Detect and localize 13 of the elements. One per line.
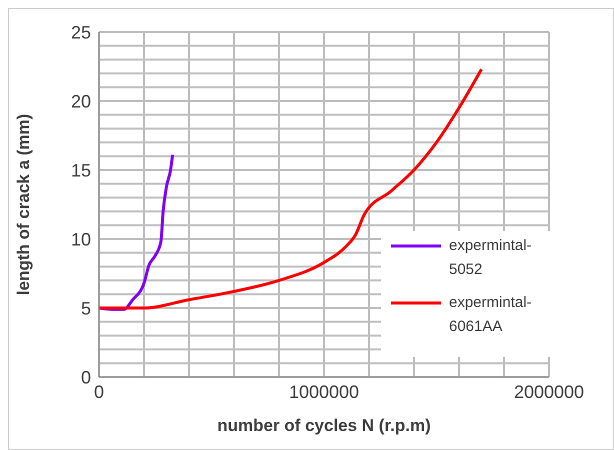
- y-tick-label: 10: [70, 229, 91, 250]
- y-tick-label: 0: [80, 367, 91, 388]
- y-tick-label: 15: [70, 160, 91, 180]
- x-tick-label: 2000000: [514, 382, 584, 402]
- y-tick-label: 5: [80, 298, 91, 318]
- legend-label: expermintal-5052: [449, 236, 533, 280]
- legend-label: expermintal-6061AA: [449, 293, 533, 337]
- y-tick-label: 20: [70, 91, 91, 112]
- x-axis-title: number of cycles N (r.p.m): [217, 416, 431, 435]
- y-tick-label: 25: [70, 22, 91, 42]
- y-axis-title: length of crack a (mm): [14, 114, 34, 296]
- x-tick-label: 0: [94, 382, 104, 402]
- x-tick-label: 1000000: [288, 382, 360, 402]
